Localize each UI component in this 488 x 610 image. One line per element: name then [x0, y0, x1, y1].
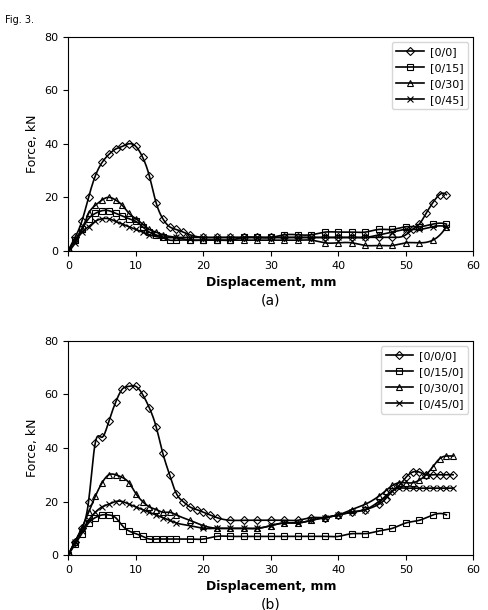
Text: Fig. 3.: Fig. 3. — [5, 15, 34, 25]
Y-axis label: Force, kN: Force, kN — [26, 115, 39, 173]
[0/45/0] — [274, 520, 280, 528]
[0/15/0] — [247, 533, 253, 540]
[0/15] — [444, 220, 449, 228]
[0/0] — [65, 247, 71, 254]
[0/30] — [245, 237, 251, 244]
[0/30/0] — [381, 489, 386, 496]
Text: (a): (a) — [261, 293, 281, 307]
[0/45] — [248, 234, 254, 241]
Line: [0/0]: [0/0] — [68, 144, 447, 251]
[0/45] — [291, 234, 297, 241]
Line: [0/30]: [0/30] — [68, 197, 447, 251]
[0/0/0] — [274, 517, 280, 524]
[0/45/0] — [450, 484, 456, 492]
[0/15] — [65, 247, 71, 254]
[0/45/0] — [399, 484, 405, 492]
[0/30/0] — [248, 525, 254, 532]
[0/45] — [271, 234, 277, 241]
[0/30] — [291, 237, 297, 244]
Line: [0/15]: [0/15] — [68, 210, 447, 251]
[0/15/0] — [65, 551, 71, 559]
Text: (b): (b) — [261, 598, 281, 610]
[0/30/0] — [274, 520, 280, 528]
[0/0] — [376, 234, 382, 241]
[0/15/0] — [437, 510, 443, 517]
[0/0/0] — [295, 517, 301, 524]
[0/30/0] — [294, 519, 300, 526]
[0/15/0] — [290, 533, 296, 540]
[0/30] — [105, 193, 111, 201]
[0/15] — [245, 234, 251, 241]
[0/45] — [444, 223, 449, 231]
[0/15/0] — [270, 533, 276, 540]
[0/15/0] — [375, 528, 381, 535]
[0/45] — [376, 231, 382, 239]
[0/30] — [376, 242, 382, 249]
[0/0/0] — [130, 382, 136, 389]
[0/15] — [102, 207, 108, 214]
X-axis label: Displacement, mm: Displacement, mm — [205, 580, 336, 594]
[0/30] — [271, 237, 277, 244]
[0/45/0] — [381, 494, 386, 501]
[0/30] — [248, 237, 254, 244]
Line: [0/45/0]: [0/45/0] — [68, 488, 453, 555]
[0/45/0] — [248, 525, 254, 532]
Legend: [0/0/0], [0/15/0], [0/30/0], [0/45/0]: [0/0/0], [0/15/0], [0/30/0], [0/45/0] — [381, 346, 468, 414]
[0/45] — [65, 247, 71, 254]
[0/45] — [245, 234, 251, 241]
[0/0] — [248, 234, 254, 241]
[0/45/0] — [294, 519, 300, 526]
[0/0/0] — [251, 517, 257, 524]
[0/15] — [376, 226, 382, 233]
Line: [0/30/0]: [0/30/0] — [68, 456, 453, 555]
[0/15/0] — [434, 510, 440, 517]
[0/30] — [435, 233, 441, 240]
Legend: [0/0], [0/15], [0/30], [0/45]: [0/0], [0/15], [0/30], [0/45] — [392, 42, 468, 109]
[0/0] — [245, 234, 251, 241]
Line: [0/15/0]: [0/15/0] — [68, 514, 447, 555]
[0/30/0] — [441, 453, 447, 460]
[0/45/0] — [250, 525, 256, 532]
[0/30/0] — [250, 525, 256, 532]
[0/0] — [444, 191, 449, 198]
[0/45/0] — [65, 551, 71, 559]
[0/0/0] — [65, 551, 71, 559]
X-axis label: Displacement, mm: Displacement, mm — [205, 276, 336, 289]
[0/15] — [291, 231, 297, 239]
[0/15/0] — [245, 533, 251, 540]
Line: [0/45]: [0/45] — [68, 218, 447, 251]
Y-axis label: Force, kN: Force, kN — [26, 418, 39, 477]
[0/30/0] — [445, 452, 450, 459]
[0/0/0] — [249, 517, 255, 524]
[0/30] — [444, 223, 449, 231]
[0/0] — [127, 140, 133, 148]
[0/45] — [102, 215, 108, 222]
Line: [0/0/0]: [0/0/0] — [68, 386, 453, 555]
[0/45] — [435, 222, 441, 229]
[0/30/0] — [65, 551, 71, 559]
[0/0/0] — [442, 471, 447, 478]
[0/0] — [435, 192, 441, 199]
[0/0] — [291, 234, 297, 241]
[0/15] — [248, 234, 254, 241]
[0/15/0] — [444, 511, 449, 518]
[0/30/0] — [450, 453, 456, 460]
[0/0] — [271, 234, 277, 241]
[0/0/0] — [450, 471, 456, 478]
[0/15] — [271, 234, 277, 241]
[0/15] — [435, 220, 441, 227]
[0/30] — [65, 247, 71, 254]
[0/45/0] — [442, 484, 447, 492]
[0/0/0] — [382, 497, 387, 504]
